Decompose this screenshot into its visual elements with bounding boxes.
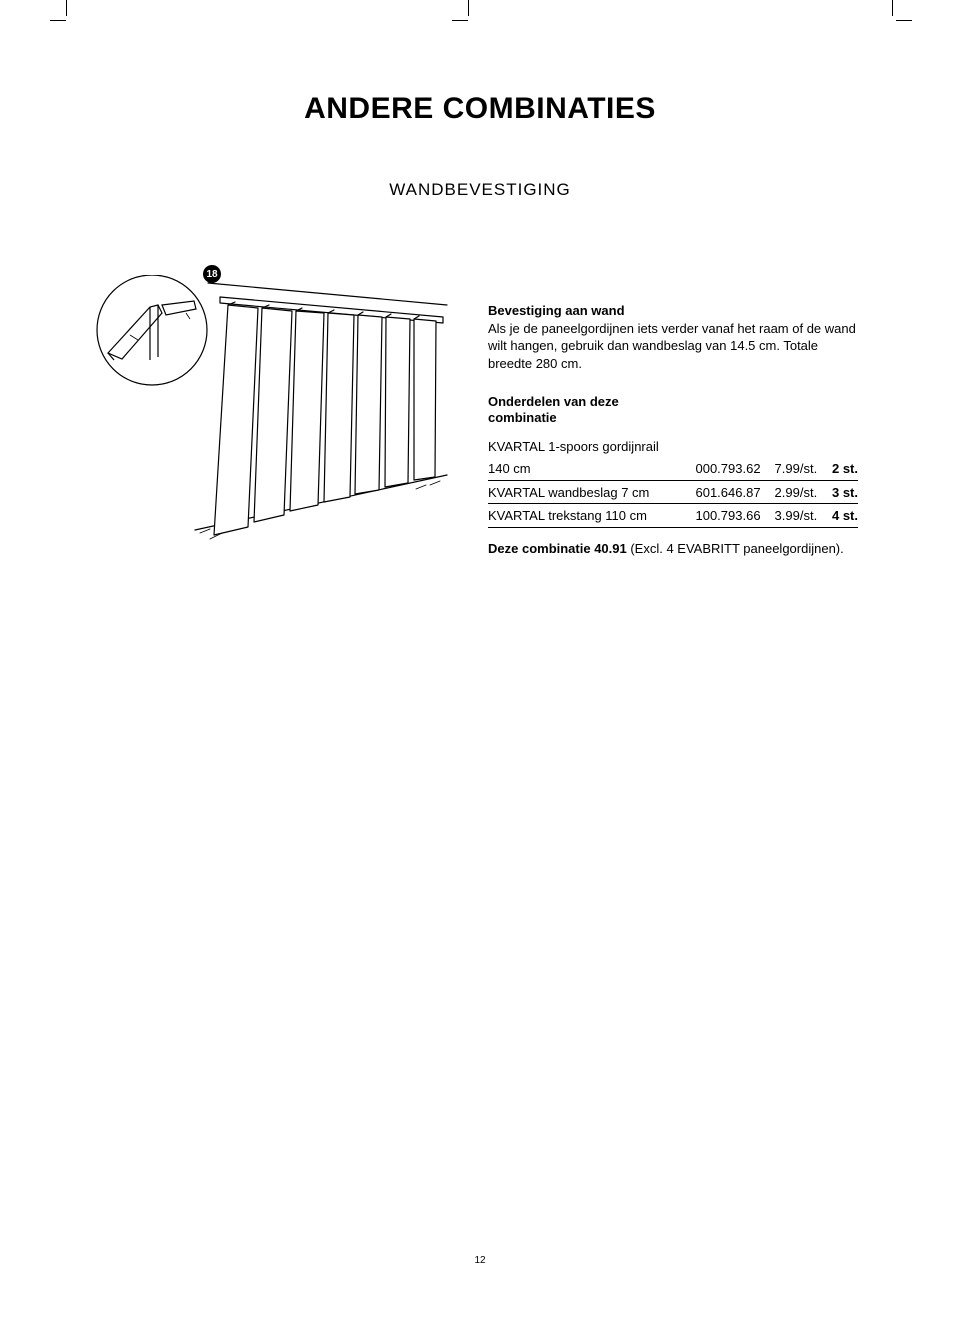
step-badge: 18 [203, 265, 221, 283]
part-name: KVARTAL wandbeslag 7 cm [488, 480, 695, 504]
part-name-sub: 140 cm [488, 457, 695, 480]
crop-marks [0, 0, 960, 30]
parts-table: KVARTAL 1-spoors gordijnrail 140 cm 000.… [488, 435, 858, 528]
part-price: 2.99/st. [775, 480, 827, 504]
part-article: 100.793.66 [695, 504, 774, 528]
combination-footer: Deze combinatie 40.91 (Excl. 4 EVABRITT … [488, 540, 858, 558]
part-qty: 2 st. [826, 457, 858, 480]
part-price: 7.99/st. [775, 457, 827, 480]
combination-note: (Excl. 4 EVABRITT paneelgordijnen). [627, 541, 844, 556]
parts-section-title: Onderdelen van deze combinatie [488, 394, 668, 427]
line-drawing-svg [90, 275, 450, 550]
description-body: Als je de paneelgordijnen iets verder va… [488, 320, 858, 373]
page-title: ANDERE COMBINATIES [0, 92, 960, 126]
part-qty: 3 st. [826, 480, 858, 504]
part-price: 3.99/st. [775, 504, 827, 528]
combination-price: Deze combinatie 40.91 [488, 541, 627, 556]
part-article: 601.646.87 [695, 480, 774, 504]
part-qty: 4 st. [826, 504, 858, 528]
part-name: KVARTAL trekstang 110 cm [488, 504, 695, 528]
part-name: KVARTAL 1-spoors gordijnrail [488, 435, 695, 458]
page-number: 12 [0, 1255, 960, 1266]
part-article: 000.793.62 [695, 457, 774, 480]
description-title: Bevestiging aan wand [488, 302, 858, 320]
description-block: Bevestiging aan wand Als je de paneelgor… [488, 302, 858, 557]
page-subtitle: WANDBEVESTIGING [0, 180, 960, 200]
product-illustration: 18 [90, 275, 450, 550]
